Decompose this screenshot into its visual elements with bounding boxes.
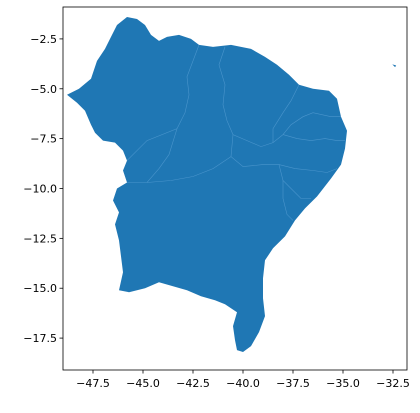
x-tick-label: −37.5: [276, 377, 310, 390]
x-tick-label: −35.0: [326, 377, 360, 390]
offshore-islands: [392, 64, 397, 68]
y-tick-label: −17.5: [23, 332, 57, 345]
y-tick-label: −5.0: [30, 83, 57, 96]
state-border-4: [272, 84, 300, 143]
northeast-brazil-region: [67, 17, 347, 352]
x-tick-label: −42.5: [176, 377, 210, 390]
state-border-10: [146, 156, 232, 183]
y-tick-label: −12.5: [23, 232, 57, 245]
x-tick-label: −32.5: [376, 377, 410, 390]
y-axis-ticks: −2.5 −5.0 −7.5 −10.0 −12.5 −15.0 −17.5: [23, 33, 63, 345]
state-border-1: [126, 44, 200, 161]
y-tick-label: −2.5: [30, 33, 57, 46]
state-border-7: [278, 164, 311, 199]
state-border-9: [127, 128, 178, 183]
plot-area: [67, 17, 397, 352]
y-tick-label: −15.0: [23, 282, 57, 295]
x-tick-label: −45.0: [126, 377, 160, 390]
state-border-5: [282, 134, 345, 141]
x-tick-label: −47.5: [76, 377, 110, 390]
state-borders: [126, 44, 345, 221]
x-axis-ticks: −47.5 −45.0 −42.5 −40.0 −37.5 −35.0 −32.5: [76, 370, 410, 390]
state-border-8: [282, 180, 294, 221]
y-tick-label: −10.0: [23, 183, 57, 196]
x-tick-label: −40.0: [226, 377, 260, 390]
state-border-3: [282, 112, 341, 135]
island-1: [392, 64, 397, 68]
state-border-2: [218, 46, 284, 147]
y-tick-label: −7.5: [30, 133, 57, 146]
